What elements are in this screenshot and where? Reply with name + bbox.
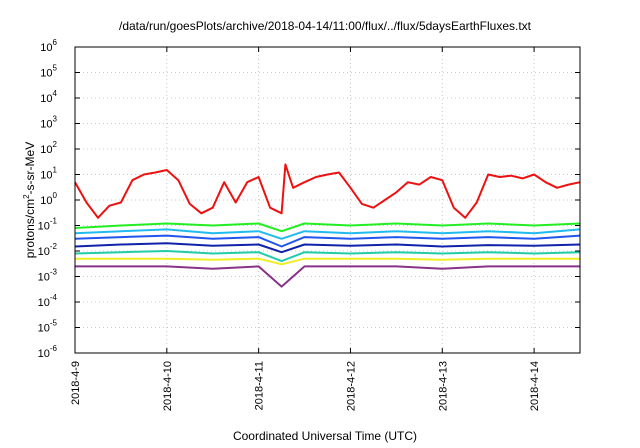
y-axis: 10-6 10-5 10-4 10-3 10-2 10-1 100 101 102 103 104 1… [38,38,580,360]
series-line-4 [74,234,581,248]
series-line-8 [75,265,580,288]
y-tick-label: 10-4 [38,293,58,309]
y-tick-label: 102 [40,140,57,156]
x-axis: 2018-4-9 2018-4-10 2018-4-11 2018-4-12 2018-… [70,47,541,411]
series-line-5 [74,242,581,254]
x-tick-label: 2018-4-12 [345,361,357,411]
x-tick-label: 2018-4-11 [254,361,266,410]
series-line-6 [74,250,581,263]
grid-lines [74,47,580,353]
y-tick-label: 105 [40,64,57,80]
y-tick-label: 10-5 [38,319,58,335]
series-line-7 [75,257,580,266]
chart-title: /data/run/goesPlots/archive/2018-04-14/1… [119,19,532,33]
y-tick-label: 101 [40,166,57,182]
x-tick-label: 2018-4-10 [162,361,174,411]
y-tick-label: 104 [40,89,57,105]
x-axis-label: Coordinated Universal Time (UTC) [233,429,417,443]
x-tick-label: 2018-4-9 [70,361,82,405]
x-tick-label: 2018-4-13 [437,361,449,411]
x-tick-label: 2018-4-14 [529,361,541,411]
y-tick-label: 10-1 [38,217,58,233]
y-tick-label: 10-6 [38,344,58,360]
y-tick-label: 106 [40,38,57,54]
series-line-1 [74,163,581,219]
y-tick-label: 10-2 [38,242,58,258]
y-tick-label: 103 [40,115,57,131]
series-layer [74,163,581,288]
series-line-2 [74,222,581,233]
series-line-3 [74,228,581,240]
y-tick-label: 10-3 [38,268,58,284]
y-tick-label: 100 [40,191,57,207]
y-axis-label: protons/cm2-s-sr-MeV [22,142,37,258]
